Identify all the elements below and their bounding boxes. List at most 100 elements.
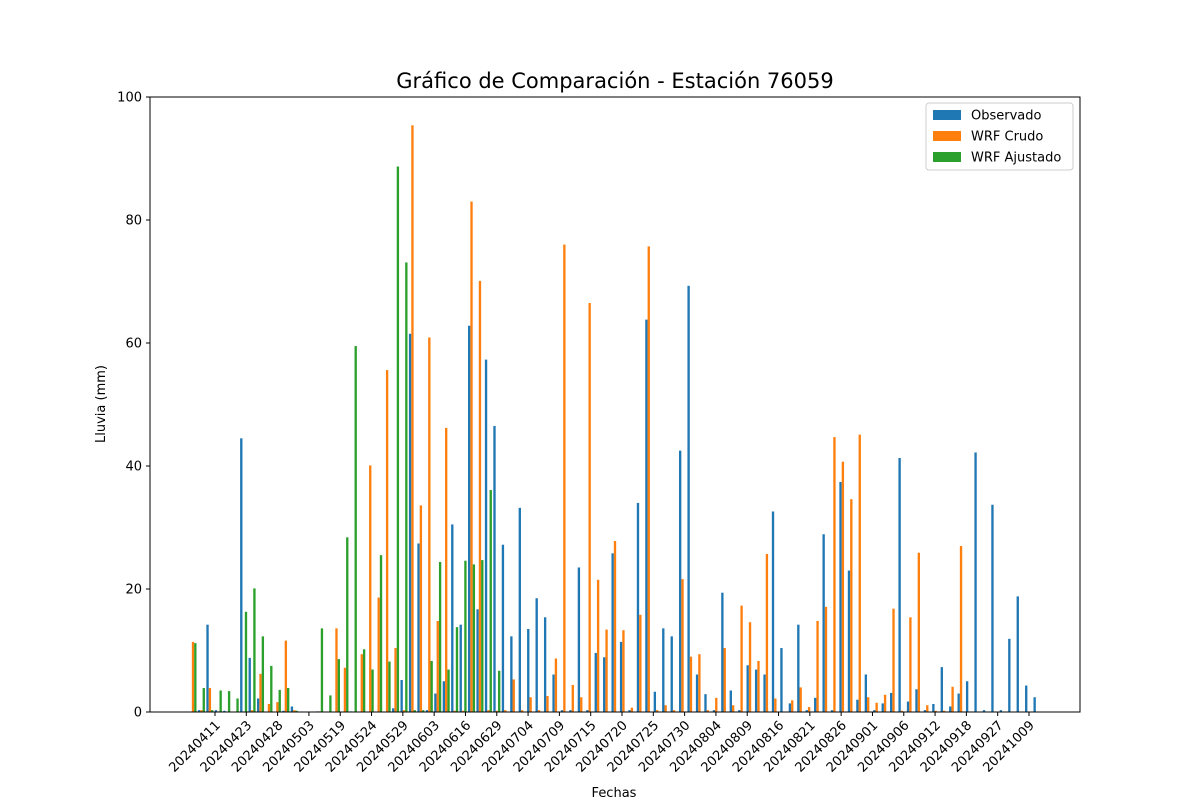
bar [771, 511, 775, 712]
bar [681, 579, 684, 712]
bar [754, 669, 758, 712]
bar [780, 648, 783, 712]
bar [577, 567, 581, 712]
bar [518, 507, 521, 712]
bar [670, 636, 673, 712]
bar [965, 681, 969, 712]
bar [596, 579, 600, 712]
bar [191, 641, 195, 712]
bar [706, 710, 710, 712]
bar [543, 617, 547, 712]
bar [447, 669, 450, 712]
bar [385, 370, 389, 712]
bar [278, 689, 281, 712]
bar [892, 608, 895, 712]
bar [400, 680, 403, 712]
bar [628, 710, 631, 712]
bar [512, 679, 515, 712]
bar [411, 125, 414, 713]
legend-box [925, 102, 1074, 171]
legend-swatch [933, 152, 961, 162]
bar [206, 624, 209, 712]
bar [493, 426, 496, 712]
bar [715, 697, 718, 712]
bar [1008, 638, 1011, 712]
bar [369, 465, 372, 712]
bar [379, 555, 383, 712]
bar [636, 502, 640, 712]
bar [413, 710, 416, 712]
bar [468, 325, 471, 712]
bar [645, 319, 648, 712]
bar [546, 696, 549, 712]
bar [619, 641, 623, 712]
bar [520, 710, 524, 712]
bar [647, 246, 650, 712]
bar [527, 628, 530, 712]
bar [498, 670, 501, 712]
legend-label: Observado [971, 109, 1042, 124]
bar [504, 710, 507, 712]
bar [453, 710, 456, 712]
bar [824, 606, 828, 712]
bar [959, 545, 963, 712]
bar [923, 710, 927, 712]
bar [830, 710, 834, 712]
bar [529, 697, 532, 712]
y-tick-label: 60 [125, 337, 142, 352]
bar [329, 695, 332, 712]
bar [695, 674, 699, 712]
bar [438, 561, 442, 712]
bar [906, 701, 910, 712]
bar [223, 710, 226, 712]
bar [841, 461, 845, 712]
bar [915, 689, 918, 712]
bar [822, 534, 825, 712]
legend-label: WRF Ajustado [971, 151, 1061, 166]
bar [501, 544, 505, 712]
bar [875, 702, 878, 712]
bar [554, 658, 558, 712]
bar [290, 706, 294, 712]
bar [417, 543, 420, 712]
bar [248, 657, 251, 712]
bar [926, 705, 929, 712]
bar [799, 687, 802, 712]
bar [200, 710, 203, 712]
bar [219, 690, 222, 712]
bar [704, 694, 707, 712]
bar [560, 710, 564, 712]
bar [864, 674, 868, 712]
bar [816, 620, 819, 712]
bar [293, 710, 296, 712]
bar [991, 504, 994, 712]
bar [723, 648, 726, 712]
bar [757, 660, 760, 712]
bar [287, 688, 290, 712]
bar [197, 710, 201, 712]
bar [430, 660, 433, 712]
bar [729, 690, 732, 712]
bar [867, 697, 870, 712]
bar [464, 560, 467, 712]
bar [552, 674, 555, 712]
bar [883, 694, 887, 712]
bar [571, 684, 574, 712]
bar [442, 681, 446, 712]
bar [267, 704, 271, 712]
legend-swatch [933, 131, 961, 141]
bar [236, 698, 239, 712]
bar [535, 598, 538, 712]
bar [396, 166, 400, 712]
bar [748, 622, 752, 712]
bar [388, 661, 391, 712]
bar [839, 481, 842, 712]
bar [740, 605, 743, 712]
bar [459, 624, 462, 712]
bar [1016, 596, 1019, 712]
bar [489, 489, 492, 712]
bar [664, 705, 667, 712]
bar [428, 337, 431, 712]
bar [603, 657, 606, 712]
